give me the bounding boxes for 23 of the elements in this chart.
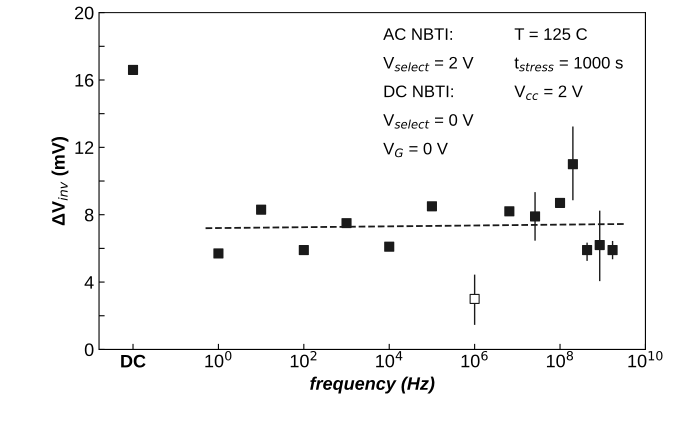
y-tick-label: 4 [84,276,94,289]
annotation: t$_{stress}$ = 1000 s [514,56,623,72]
y-tick-label: 16 [75,74,94,87]
annotation: DC NBTI: [384,85,453,98]
x-tick-label: 10$^{10}$ [628,350,663,368]
y-tick-label: 8 [84,208,94,222]
x-tick-label: 10$^{6}$ [462,350,488,368]
x-tick-label: DC [121,354,146,368]
y-tick-label: 20 [75,6,94,20]
y-axis-title: ΔV$_{inv}$ (mV) [52,137,68,226]
x-tick-label: 10$^{8}$ [546,350,574,368]
annotation: V$_{select}$ = 2 V [383,56,474,72]
x-axis-title: frequency (Hz) [310,376,434,394]
x-tick-label: 10$^{2}$ [290,350,316,368]
annotation: AC NBTI: [383,28,452,40]
y-tick-label: 0 [84,343,94,356]
annotation: V$_{select}$ = 0 V [383,114,474,129]
annotation: V$_{G}$ = 0 V [383,142,448,158]
annotation: T = 125 C [514,28,588,40]
x-tick-label: 10$^{4}$ [376,351,402,368]
x-tick-label: 10$^{0}$ [205,350,232,368]
y-tick-label: 12 [75,141,94,154]
annotation: V$_{cc}$ = 2 V [514,85,583,100]
